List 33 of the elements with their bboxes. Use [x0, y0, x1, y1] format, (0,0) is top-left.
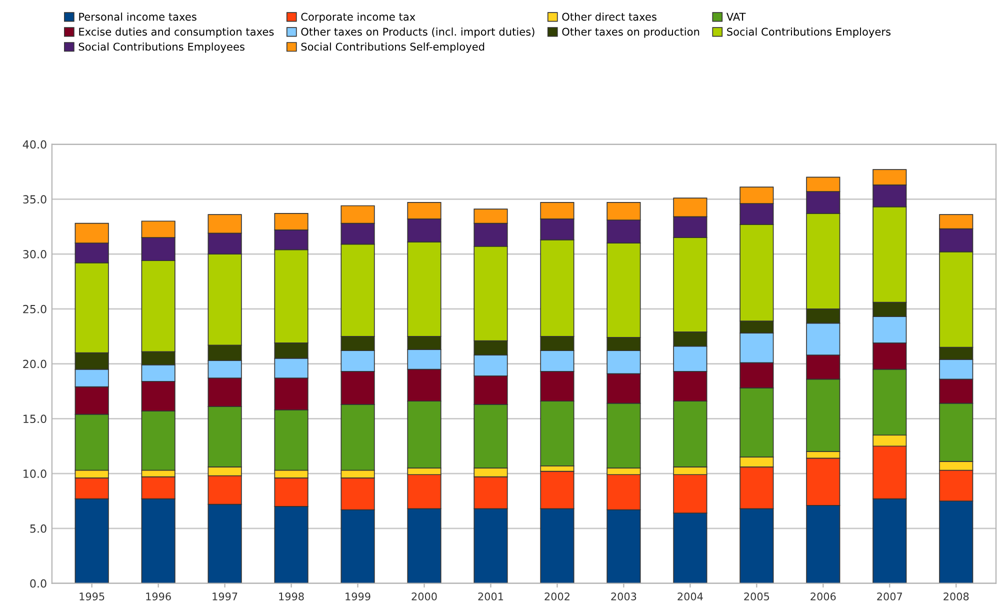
y-tick-label: 25.0 — [23, 304, 46, 314]
y-tick-label: 5.0 — [30, 524, 46, 533]
x-tick-label: 1998 — [279, 592, 304, 600]
legend-label: VAT — [726, 12, 746, 21]
x-tick-label: 2003 — [611, 592, 636, 600]
x-tick-label: 2004 — [678, 592, 703, 600]
x-tick-label: 2007 — [877, 592, 902, 600]
x-tick-label: 1996 — [146, 592, 171, 600]
y-tick-label: 15.0 — [24, 414, 46, 424]
x-tick-label: 1995 — [80, 592, 104, 600]
legend-label: Other taxes on Products (incl. import duties) — [301, 28, 534, 38]
y-tick-label: 30.0 — [23, 250, 46, 258]
x-tick-label: 1997 — [212, 592, 238, 600]
y-tick-label: 10.0 — [24, 470, 46, 478]
x-tick-label: 2006 — [810, 592, 836, 600]
y-tick-label: 20.0 — [23, 360, 46, 368]
legend-label: Social Contributions Self-employed — [301, 42, 484, 53]
x-tick-label: 2002 — [544, 592, 570, 600]
legend-label: Social Contributions Employers — [727, 28, 891, 38]
y-tick-label: 35.0 — [23, 195, 46, 204]
legend-label: Personal income taxes — [79, 12, 196, 21]
x-tick-label: 1999 — [346, 592, 370, 600]
x-tick-label: 2005 — [744, 592, 770, 600]
legend-label: Corporate income tax — [301, 12, 416, 23]
legend-label: Social Contributions Employees — [78, 42, 244, 53]
y-tick-label: 0.0 — [30, 579, 46, 588]
x-tick-label: 2000 — [412, 592, 437, 600]
x-tick-label: 2008 — [944, 592, 969, 600]
legend-label: Other direct taxes — [562, 12, 656, 21]
legend-label: Excise duties and consumption taxes — [79, 28, 274, 38]
y-tick-label: 40.0 — [22, 140, 46, 149]
legend-label: Other taxes on production — [562, 28, 700, 38]
x-tick-label: 2001 — [478, 592, 504, 600]
